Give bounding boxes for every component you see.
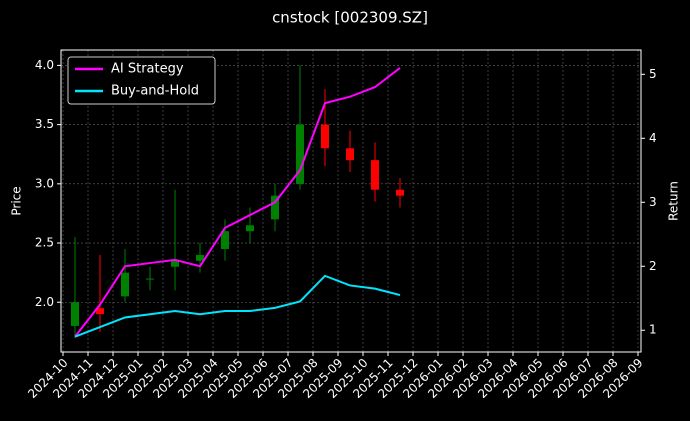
legend-label: Buy-and-Hold xyxy=(111,84,199,99)
candle-body xyxy=(296,124,304,184)
candle-body xyxy=(96,308,104,315)
candle-body xyxy=(321,124,329,149)
candle-body xyxy=(271,195,279,220)
legend-box xyxy=(67,56,216,105)
y-tick-label: 4.0 xyxy=(35,58,54,72)
candle-body xyxy=(171,260,179,267)
candle-body xyxy=(196,254,204,261)
candle-body xyxy=(146,278,154,280)
legend-label: AI Strategy xyxy=(111,62,184,77)
y2-tick-label: 3 xyxy=(649,195,657,209)
y2-tick-label: 2 xyxy=(649,259,657,273)
candle-body xyxy=(371,160,379,190)
plot-frame xyxy=(60,49,642,353)
y-tick-label: 2.0 xyxy=(35,295,54,309)
y-tick-label: 3.0 xyxy=(35,176,54,190)
y-tick-label: 2.5 xyxy=(35,236,54,250)
candle-body xyxy=(221,231,229,249)
y2-axis-label: Return xyxy=(667,181,681,221)
y2-tick-label: 5 xyxy=(649,67,657,81)
series-line xyxy=(74,274,401,338)
y-axis-label: Price xyxy=(10,186,24,215)
candle-body xyxy=(346,148,354,161)
y-tick-label: 3.5 xyxy=(35,117,54,131)
series-line xyxy=(74,67,401,338)
candle-body xyxy=(71,302,79,326)
candle-body xyxy=(246,225,254,232)
y2-tick-label: 1 xyxy=(649,323,657,337)
candle-body xyxy=(121,272,129,297)
chart-title: cnstock [002309.SZ] xyxy=(272,9,428,27)
candle-body xyxy=(396,189,404,196)
y2-tick-label: 4 xyxy=(649,131,657,145)
